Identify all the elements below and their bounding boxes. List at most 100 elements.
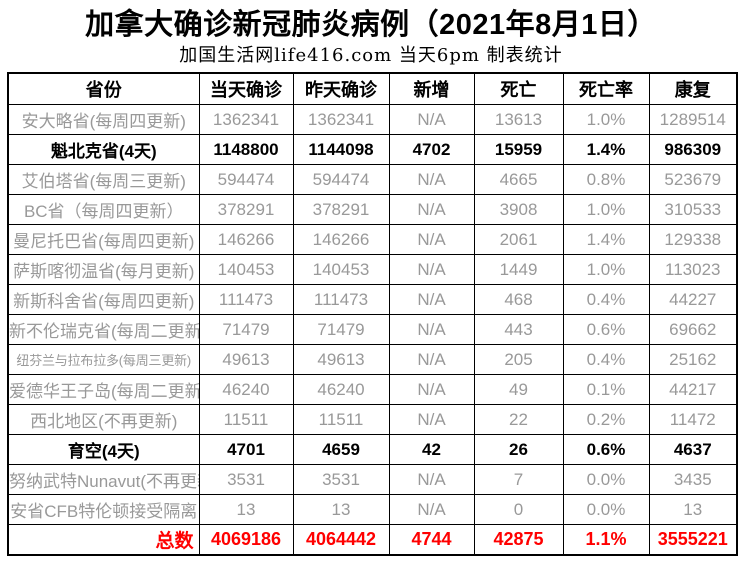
cell-today: 71479 bbox=[198, 314, 294, 345]
cell-new: N/A bbox=[388, 314, 475, 345]
cell-today: 11511 bbox=[198, 404, 294, 435]
cell-province: 曼尼托巴省(每周四更新) bbox=[7, 224, 200, 255]
cell-deaths: 26 bbox=[473, 434, 564, 465]
cell-yesterday: 3531 bbox=[292, 464, 390, 495]
cell-today: 140453 bbox=[198, 254, 294, 285]
table-row: 曼尼托巴省(每周四更新) 146266 146266 N/A 2061 1.4% 12933… bbox=[7, 224, 738, 255]
cell-deaths: 7 bbox=[473, 464, 564, 495]
cell-province: 新不伦瑞克省(每周二更新) bbox=[7, 314, 200, 345]
cell-today: 594474 bbox=[198, 164, 294, 195]
cell-deaths: 2061 bbox=[473, 224, 564, 255]
cell-yesterday: 46240 bbox=[292, 374, 390, 405]
cell-province: 安省CFB特伦顿接受隔离 bbox=[7, 494, 200, 525]
total-yesterday: 4064442 bbox=[292, 524, 390, 556]
cell-death-rate: 0.8% bbox=[562, 164, 650, 195]
col-header-recovered: 康复 bbox=[648, 72, 738, 105]
table-row: 努纳武特Nunavut(不再更新) 3531 3531 N/A 7 0.0% 3435 bbox=[7, 464, 738, 495]
total-new: 4744 bbox=[388, 524, 475, 556]
cell-new: N/A bbox=[388, 254, 475, 285]
cell-deaths: 443 bbox=[473, 314, 564, 345]
total-death-rate: 1.1% bbox=[562, 524, 650, 556]
cell-today: 46240 bbox=[198, 374, 294, 405]
col-header-today: 当天确诊 bbox=[198, 72, 294, 105]
cell-today: 378291 bbox=[198, 194, 294, 225]
cell-death-rate: 1.0% bbox=[562, 254, 650, 285]
cell-yesterday: 4659 bbox=[292, 434, 390, 465]
cell-recovered: 129338 bbox=[648, 224, 738, 255]
cell-yesterday: 11511 bbox=[292, 404, 390, 435]
cell-new: N/A bbox=[388, 194, 475, 225]
cell-province: 努纳武特Nunavut(不再更新) bbox=[7, 464, 200, 495]
cell-new: N/A bbox=[388, 374, 475, 405]
total-today: 4069186 bbox=[198, 524, 294, 556]
cell-death-rate: 1.4% bbox=[562, 224, 650, 255]
total-label: 总数 bbox=[7, 524, 200, 556]
cell-new: N/A bbox=[388, 104, 475, 135]
col-header-yesterday: 昨天确诊 bbox=[292, 72, 390, 105]
table-row: 爱德华王子岛(每周二更新) 46240 46240 N/A 49 0.1% 44217 bbox=[7, 374, 738, 405]
col-header-province: 省份 bbox=[7, 72, 200, 105]
cell-deaths: 49 bbox=[473, 374, 564, 405]
table-row: 艾伯塔省(每周三更新) 594474 594474 N/A 4665 0.8% 523679 bbox=[7, 164, 738, 195]
cell-recovered: 986309 bbox=[648, 134, 738, 165]
cell-today: 1148800 bbox=[198, 134, 294, 165]
cell-province: 爱德华王子岛(每周二更新) bbox=[7, 374, 200, 405]
cell-new: N/A bbox=[388, 344, 475, 375]
table-row: 萨斯喀彻温省(每月更新) 140453 140453 N/A 1449 1.0% 11302… bbox=[7, 254, 738, 285]
cell-province: 萨斯喀彻温省(每月更新) bbox=[7, 254, 200, 285]
table-row: 安大略省(每周四更新) 1362341 1362341 N/A 13613 1.0% 128… bbox=[7, 104, 738, 135]
cell-yesterday: 111473 bbox=[292, 284, 390, 315]
cell-recovered: 69662 bbox=[648, 314, 738, 345]
cell-death-rate: 0.6% bbox=[562, 314, 650, 345]
total-recovered: 3555221 bbox=[648, 524, 738, 556]
cell-death-rate: 0.2% bbox=[562, 404, 650, 435]
cell-province: BC省（每周四更新） bbox=[7, 194, 200, 225]
cell-province: 新斯科舍省(每周四更新) bbox=[7, 284, 200, 315]
cell-death-rate: 0.4% bbox=[562, 344, 650, 375]
table-row: 新不伦瑞克省(每周二更新) 71479 71479 N/A 443 0.6% 69662 bbox=[7, 314, 738, 345]
cell-recovered: 310533 bbox=[648, 194, 738, 225]
cell-recovered: 4637 bbox=[648, 434, 738, 465]
cell-death-rate: 1.0% bbox=[562, 194, 650, 225]
cell-death-rate: 1.4% bbox=[562, 134, 650, 165]
cell-recovered: 11472 bbox=[648, 404, 738, 435]
cell-recovered: 44217 bbox=[648, 374, 738, 405]
cell-yesterday: 146266 bbox=[292, 224, 390, 255]
cell-new: N/A bbox=[388, 164, 475, 195]
cell-province: 育空(4天) bbox=[7, 434, 200, 465]
cell-yesterday: 140453 bbox=[292, 254, 390, 285]
cell-new: 4702 bbox=[388, 134, 475, 165]
cell-today: 1362341 bbox=[198, 104, 294, 135]
cell-recovered: 3435 bbox=[648, 464, 738, 495]
col-header-deaths: 死亡 bbox=[473, 72, 564, 105]
col-header-new: 新增 bbox=[388, 72, 475, 105]
total-row: 总数 4069186 4064442 4744 42875 1.1% 35552… bbox=[7, 524, 738, 556]
cell-province: 安大略省(每周四更新) bbox=[7, 104, 200, 135]
cell-death-rate: 1.0% bbox=[562, 104, 650, 135]
table-row: 魁北克省(4天) 1148800 1144098 4702 15959 1.4% 98630… bbox=[7, 134, 738, 165]
cell-new: 42 bbox=[388, 434, 475, 465]
cell-yesterday: 594474 bbox=[292, 164, 390, 195]
cell-death-rate: 0.4% bbox=[562, 284, 650, 315]
cell-yesterday: 13 bbox=[292, 494, 390, 525]
header-row: 省份 当天确诊 昨天确诊 新增 死亡 死亡率 康复 bbox=[7, 72, 738, 105]
cell-deaths: 15959 bbox=[473, 134, 564, 165]
cell-today: 111473 bbox=[198, 284, 294, 315]
cell-deaths: 3908 bbox=[473, 194, 564, 225]
cell-today: 3531 bbox=[198, 464, 294, 495]
cell-deaths: 205 bbox=[473, 344, 564, 375]
cell-province: 魁北克省(4天) bbox=[7, 134, 200, 165]
cell-today: 4701 bbox=[198, 434, 294, 465]
cell-yesterday: 49613 bbox=[292, 344, 390, 375]
cell-recovered: 523679 bbox=[648, 164, 738, 195]
cell-yesterday: 71479 bbox=[292, 314, 390, 345]
cell-deaths: 22 bbox=[473, 404, 564, 435]
cell-recovered: 113023 bbox=[648, 254, 738, 285]
cell-death-rate: 0.0% bbox=[562, 494, 650, 525]
cell-yesterday: 378291 bbox=[292, 194, 390, 225]
table-row: 育空(4天) 4701 4659 42 26 0.6% 4637 bbox=[7, 434, 738, 465]
cell-new: N/A bbox=[388, 224, 475, 255]
table-row: 纽芬兰与拉布拉多(每周三更新) 49613 49613 N/A 205 0.4% 25162 bbox=[7, 344, 738, 375]
covid-stats-table: 省份 当天确诊 昨天确诊 新增 死亡 死亡率 康复 安大略省(每周四更新) 136… bbox=[7, 72, 738, 556]
